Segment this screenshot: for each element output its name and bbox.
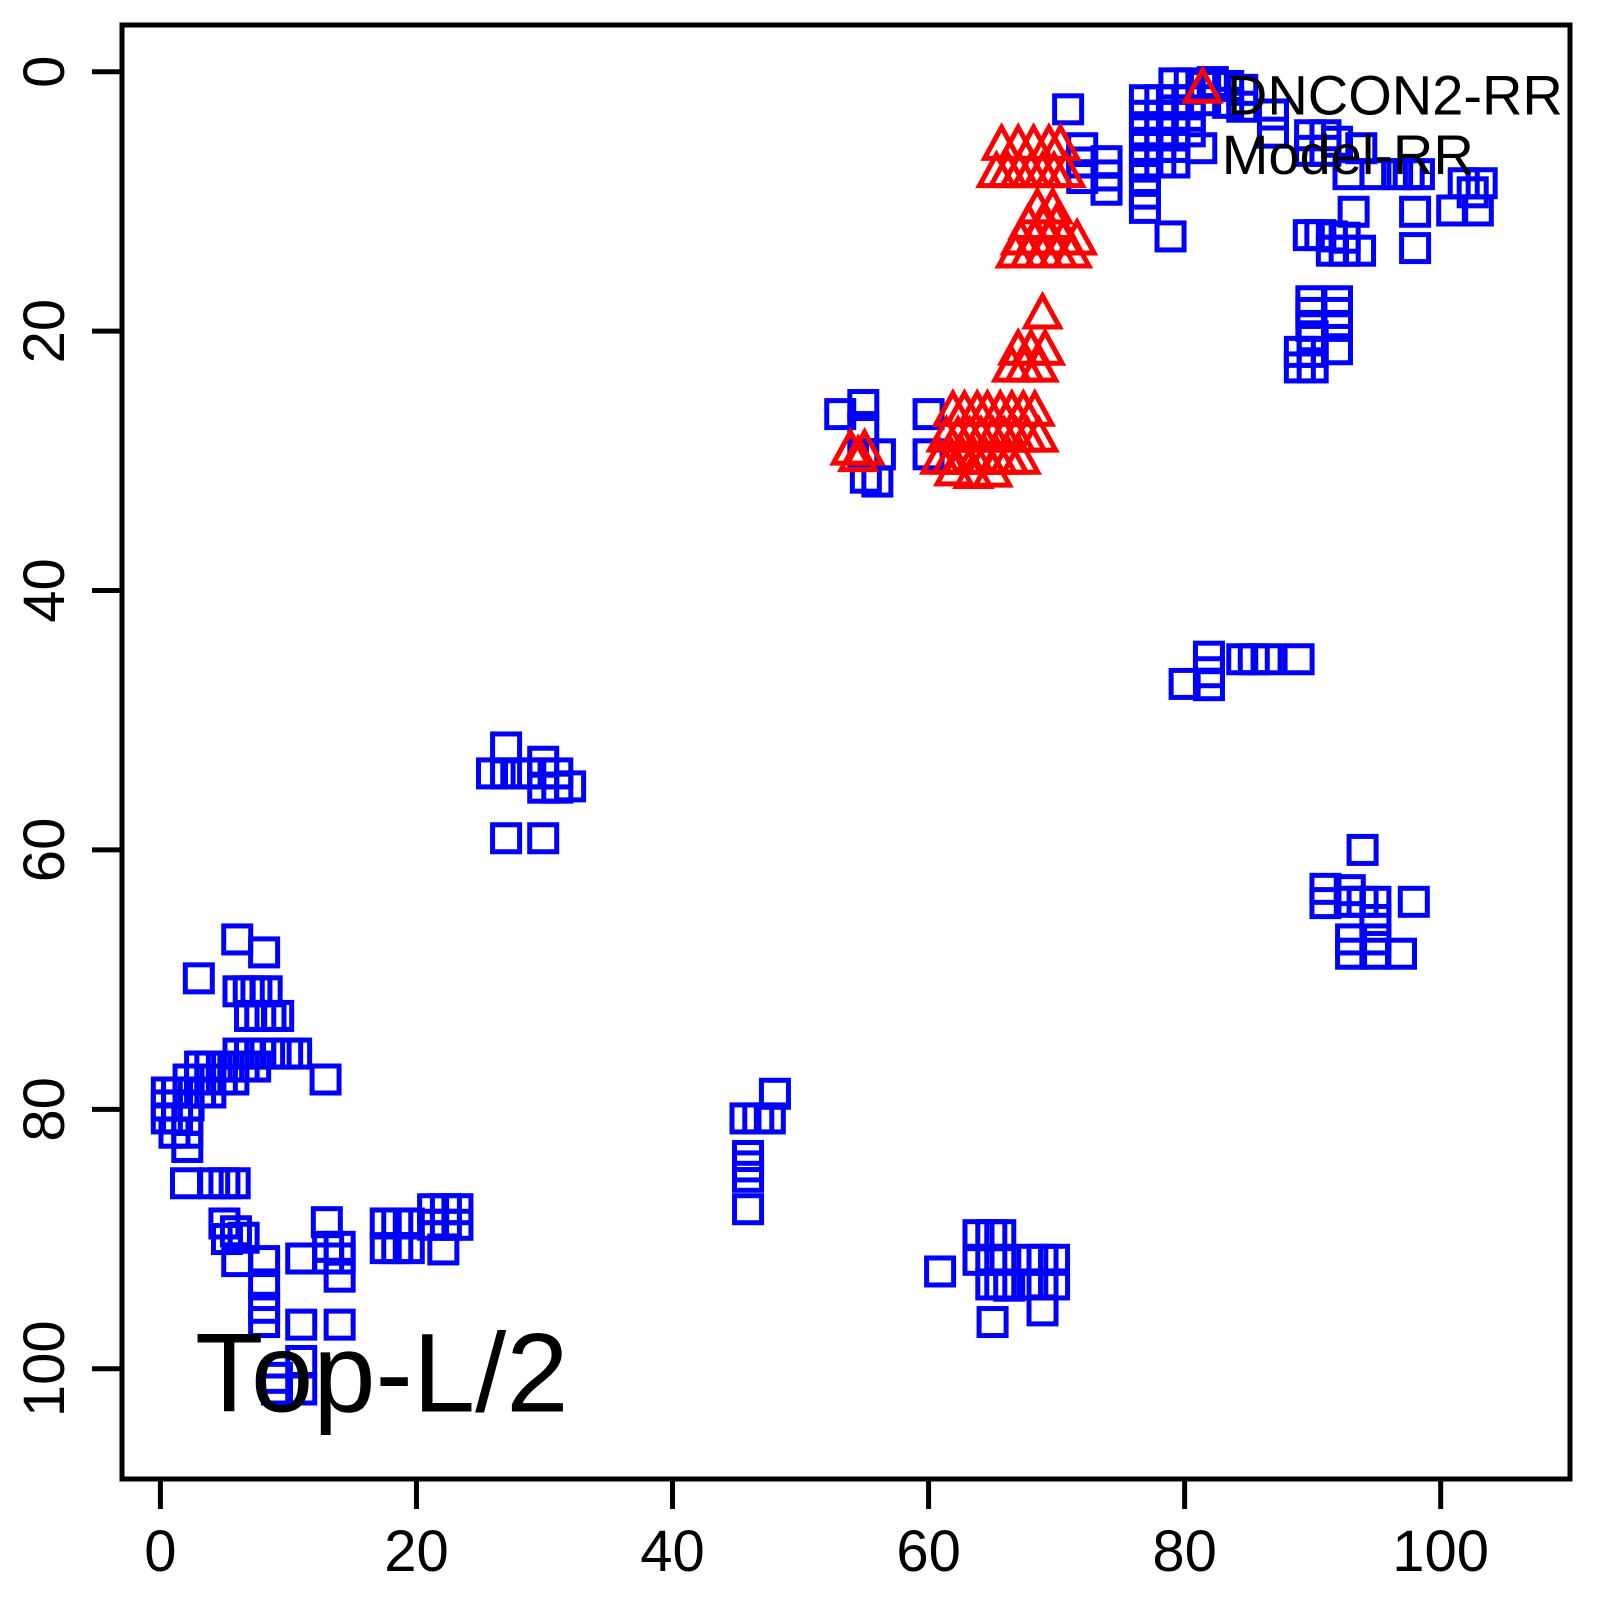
square-marker — [323, 1308, 356, 1341]
square-marker — [262, 999, 295, 1032]
square-marker — [1168, 667, 1201, 700]
triangle-marker — [1017, 343, 1060, 383]
square-marker — [993, 1269, 1026, 1302]
square-marker — [1296, 351, 1329, 384]
square-marker — [490, 822, 523, 855]
square-marker — [323, 1242, 356, 1275]
square-marker — [1328, 234, 1361, 267]
square-marker — [1456, 176, 1489, 209]
square-marker — [248, 1306, 281, 1339]
triangle-marker — [1017, 413, 1060, 453]
square-marker — [1256, 98, 1289, 131]
square-marker — [248, 1268, 281, 1301]
triangle-marker — [932, 447, 976, 487]
square-marker — [309, 1063, 342, 1096]
square-marker — [227, 1221, 260, 1254]
triangle-marker — [1021, 290, 1064, 330]
square-marker — [1461, 194, 1494, 227]
y-tick-label: 0 — [12, 56, 77, 88]
square-marker — [248, 936, 281, 969]
y-tick-label: 60 — [12, 818, 77, 883]
square-marker — [1385, 937, 1418, 970]
triangle-marker — [1181, 65, 1224, 104]
square-marker — [219, 1215, 252, 1248]
square-marker — [1154, 220, 1187, 253]
y-tick-label: 80 — [12, 1077, 77, 1142]
square-marker — [182, 962, 215, 995]
square-marker — [1346, 833, 1379, 866]
square-marker — [218, 1167, 251, 1200]
square-marker — [527, 822, 560, 855]
square-marker — [285, 1373, 318, 1406]
square-marker — [1256, 116, 1289, 149]
x-tick-label: 0 — [144, 1519, 176, 1584]
square-marker — [427, 1233, 460, 1266]
triangle-marker — [1044, 149, 1087, 189]
x-tick-label: 80 — [1152, 1519, 1217, 1584]
square-marker — [1359, 885, 1392, 918]
x-tick-label: 100 — [1392, 1519, 1489, 1584]
y-tick-label: 40 — [12, 558, 77, 623]
square-marker — [976, 1306, 1009, 1339]
x-axis: 0 20 40 60 80 100 — [144, 1479, 1489, 1584]
square-marker — [260, 1373, 293, 1406]
square-marker — [1309, 887, 1342, 920]
legend-label-0: DNCON2-RR — [1227, 63, 1563, 126]
square-marker — [554, 770, 587, 803]
square-marker — [1250, 643, 1283, 676]
square-marker — [280, 1037, 313, 1070]
triangle-marker — [836, 433, 880, 473]
square-marker — [847, 389, 880, 422]
square-marker — [171, 1130, 204, 1163]
square-marker — [1359, 158, 1392, 191]
triangle-marker — [1050, 229, 1094, 269]
square-marker — [753, 1102, 786, 1135]
square-marker — [732, 1193, 765, 1226]
square-marker — [1359, 903, 1392, 936]
square-marker — [1320, 333, 1353, 366]
square-marker — [732, 1160, 765, 1193]
subset-annotation: Top-L/2 — [195, 1311, 569, 1436]
x-tick-label: 60 — [896, 1519, 961, 1584]
series-model-rr — [829, 65, 1224, 489]
square-marker — [1192, 669, 1225, 702]
square-marker — [1397, 885, 1430, 918]
square-marker — [323, 1260, 356, 1293]
square-marker — [1128, 191, 1161, 224]
series-dncon2-rr — [150, 66, 1498, 1406]
square-marker — [1320, 309, 1353, 342]
y-tick-label: 100 — [12, 1320, 77, 1417]
triangle-marker — [971, 448, 1014, 488]
square-marker — [1226, 90, 1259, 123]
x-tick-label: 40 — [640, 1519, 705, 1584]
square-marker — [392, 1232, 425, 1265]
square-marker — [285, 1308, 318, 1341]
square-marker — [1026, 1294, 1059, 1327]
square-marker — [1090, 173, 1123, 206]
plot-border — [119, 22, 1573, 1482]
square-marker — [861, 465, 894, 498]
square-marker — [1399, 232, 1432, 265]
y-axis: 0 20 40 60 80 100 — [12, 56, 122, 1417]
legend-label-1: Model-RR — [1222, 123, 1474, 186]
triangle-marker — [1039, 122, 1082, 161]
square-marker — [1402, 158, 1435, 191]
square-marker — [1052, 93, 1085, 126]
x-tick-label: 20 — [384, 1519, 449, 1584]
square-marker — [1320, 125, 1353, 158]
y-tick-label: 20 — [12, 299, 77, 364]
square-marker — [924, 1255, 957, 1288]
square-marker — [210, 1223, 243, 1256]
square-marker — [1282, 643, 1315, 676]
square-marker — [1399, 195, 1432, 228]
square-marker — [248, 1245, 281, 1278]
triangle-marker — [999, 436, 1042, 475]
